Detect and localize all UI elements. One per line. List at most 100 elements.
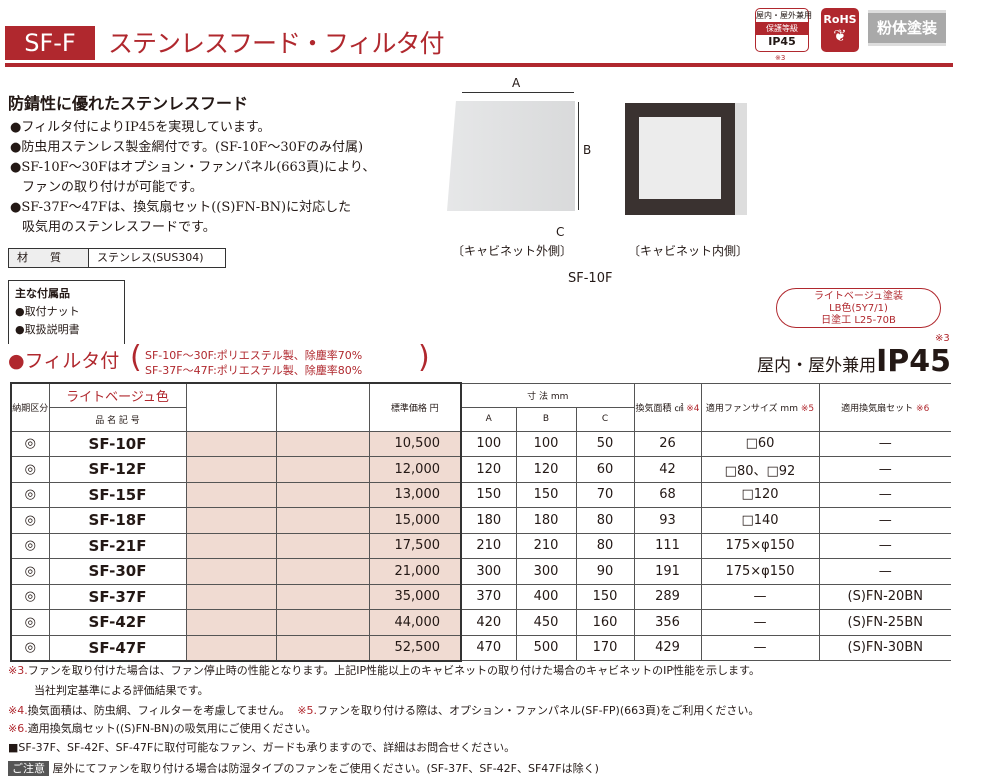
cell-fan: □80、□92: [700, 456, 820, 483]
header-dimensions: 寸 法 mm: [460, 382, 635, 408]
cell-set: —: [818, 558, 951, 585]
ip-value: IP45: [876, 344, 951, 379]
cell-fan: □140: [700, 507, 820, 534]
cell-d: ◎: [10, 634, 50, 662]
caption-inside: 〔キャビネット内側〕: [628, 244, 749, 258]
ip-rating: 屋内・屋外兼用IP45: [757, 346, 951, 382]
cell-set: —: [818, 481, 951, 508]
ip-label: 屋内・屋外兼用: [757, 356, 877, 376]
note-text: 換気面積は、防虫網、フィルターを考慮してません。: [27, 704, 291, 717]
cell-name: SF-30F: [48, 558, 187, 585]
bullet: 吸気用のステンレスフードです。: [22, 220, 216, 235]
caution-text: 屋外にてファンを取り付ける場合は防湿タイプのファンをご使用ください。(SF-37…: [52, 762, 599, 775]
cell-a: 180: [460, 507, 517, 534]
note-3: ※3.ファンを取り付けた場合は、ファン停止時の性能となります。上記IP性能以上の…: [8, 664, 760, 678]
color-spec-pill: ライトベージュ塗装 LB色(5Y7/1) 日塗工 L25-70B: [776, 288, 941, 328]
badge-line: IP45: [768, 35, 796, 48]
filter-note: SF-37F～47F:ポリエステル製、除塵率80%: [145, 364, 363, 377]
powder-coat-badge: 粉体塗装: [868, 10, 946, 46]
cell-empty: [275, 609, 370, 636]
cell-set: (S)FN-25BN: [818, 609, 951, 636]
cell-empty: [185, 634, 277, 662]
bullet: ●SF-37F～47Fは、換気扇セット((S)FN-BN)に対応した: [10, 200, 352, 215]
header-area: 換気面積 ㎠ ※4: [633, 382, 702, 432]
cell-area: 429: [633, 634, 702, 661]
cell-d: ◎: [10, 532, 50, 559]
filter-note: SF-10F～30F:ポリエステル製、除塵率70%: [145, 349, 363, 362]
section-title: ●フィルタ付: [8, 350, 120, 372]
cell-empty: [275, 583, 370, 610]
accessories-title: 主な付属品: [15, 287, 70, 300]
cell-empty: [275, 507, 370, 534]
note-mark: ※5.: [297, 704, 318, 717]
header-c: C: [575, 406, 635, 432]
cell-c: 60: [575, 456, 635, 483]
cell-d: ◎: [10, 507, 50, 534]
header-delivery: 納期区分: [10, 382, 50, 432]
cell-empty: [275, 456, 370, 483]
note-4-5: ※4.換気面積は、防虫網、フィルターを考慮してません。 ※5.ファンを取り付ける…: [8, 704, 759, 718]
dim-line-b: [578, 102, 579, 210]
bullet: ●防虫用ステンレス製金網付です。(SF-10F～30Fのみ付属): [10, 140, 364, 155]
cell-empty: [185, 609, 277, 636]
product-code: SF-F: [5, 26, 95, 60]
cell-area: 289: [633, 583, 702, 610]
table-row: ◎ SF-12F 12,000 120 120 60 42 □80、□92—: [10, 456, 951, 483]
note-mark: ※6.: [8, 722, 28, 735]
ip-note: ※3: [935, 333, 950, 344]
ip-badge: 屋内・屋外兼用 保護等級 IP45: [755, 8, 812, 52]
material-value: ステンレス(SUS304): [97, 251, 204, 264]
filter-notes: SF-10F～30F:ポリエステル製、除塵率70% SF-37F～47F:ポリエ…: [145, 348, 362, 378]
cell-empty: [185, 430, 277, 457]
cell-fan: —: [700, 583, 820, 610]
paren-open: (: [130, 340, 142, 375]
cell-area: 42: [633, 456, 702, 483]
cell-empty: [185, 456, 277, 483]
cell-empty: [275, 532, 370, 559]
accessory-item: ●取付ナット: [15, 305, 80, 318]
header-empty: [275, 382, 370, 432]
cell-d: ◎: [10, 583, 50, 610]
cell-empty: [185, 481, 277, 508]
cell-b: 300: [515, 558, 577, 585]
cell-fan: —: [700, 609, 820, 636]
cell-b: 210: [515, 532, 577, 559]
cell-set: —: [818, 430, 951, 457]
cell-empty: [185, 583, 277, 610]
cell-fan: 175×φ150: [700, 532, 820, 559]
cell-b: 150: [515, 481, 577, 508]
bullet: ●フィルタ付によりIP45を実現しています。: [10, 120, 271, 135]
table-row: ◎ SF-37F 35,000 370 400 150 289— (S)FN-20BN: [10, 583, 951, 610]
cell-b: 180: [515, 507, 577, 534]
cell-name: SF-37F: [48, 583, 187, 610]
cell-a: 210: [460, 532, 517, 559]
cell-name: SF-47F: [48, 634, 187, 662]
cell-empty: [275, 634, 370, 662]
note-3b: 当社判定基準による評価結果です。: [34, 684, 209, 697]
cell-fan: —: [700, 634, 820, 661]
paren-close: ): [418, 340, 430, 375]
cell-b: 400: [515, 583, 577, 610]
cell-c: 80: [575, 532, 635, 559]
note-text: 適用換気扇セット((S)FN-BN)の吸気用にご使用ください。: [27, 722, 317, 735]
figure-model: SF-10F: [568, 271, 613, 286]
cell-c: 150: [575, 583, 635, 610]
header-area-label: 換気面積 ㎠: [635, 403, 684, 414]
caption-outside: 〔キャビネット外側〕: [452, 244, 573, 258]
cell-empty: [275, 430, 370, 457]
cell-d: ◎: [10, 558, 50, 585]
cell-c: 80: [575, 507, 635, 534]
note-mark: ※6: [916, 403, 930, 414]
cell-area: 26: [633, 430, 702, 457]
note-text: ファンを取り付ける際は、オプション・ファンパネル(SF-FP)(663頁)をご利…: [317, 704, 760, 717]
cell-d: ◎: [10, 481, 50, 508]
caution-label: ご注意: [8, 761, 49, 776]
cell-price: 17,500: [368, 532, 462, 559]
bullet: ●SF-10F～30Fはオプション・ファンパネル(663頁)により、: [10, 160, 376, 175]
pill-line: 日塗工 L25-70B: [821, 315, 896, 326]
header-name: 品 名 記 号: [48, 406, 187, 432]
header-a: A: [460, 406, 517, 432]
dim-label-a: A: [512, 76, 521, 90]
cell-area: 93: [633, 507, 702, 534]
table-row: ◎ SF-30F 21,000 300 300 90 191 175×φ150—: [10, 558, 951, 585]
